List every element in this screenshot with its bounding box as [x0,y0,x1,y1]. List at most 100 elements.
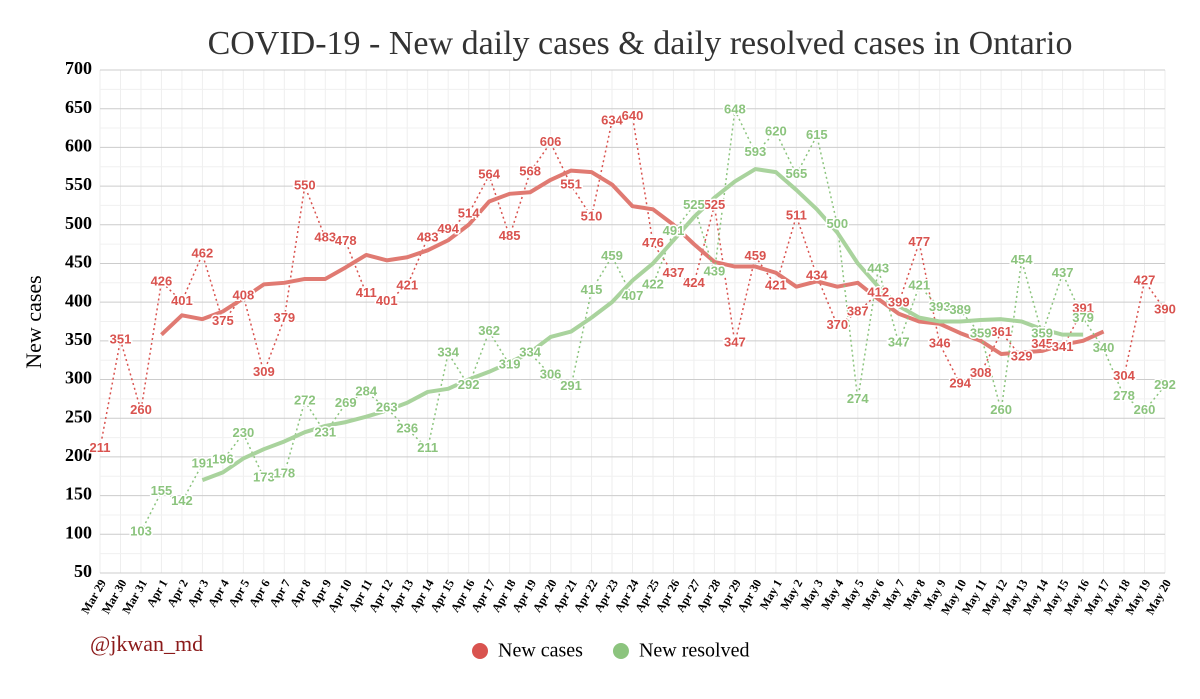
legend-swatch [612,643,629,659]
data-label: 390 [1154,301,1176,316]
data-label: 485 [499,228,521,243]
data-label: 142 [171,493,193,508]
y-tick-label: 250 [65,406,92,426]
data-label: 459 [745,248,767,263]
y-tick-label: 700 [65,58,92,78]
data-label: 462 [192,246,214,261]
data-label: 359 [1031,325,1053,340]
y-axis-label: New cases [21,275,46,368]
y-tick-label: 450 [65,252,92,272]
y-tick-label: 200 [65,445,92,465]
data-label: 401 [376,293,398,308]
trend-line [160,168,1105,357]
data-label: 434 [806,267,828,282]
data-label: 525 [704,197,726,212]
data-label: 278 [1113,388,1135,403]
data-label: 329 [1011,349,1033,364]
data-label: 606 [540,134,562,149]
data-label: 274 [847,391,869,406]
data-label: 514 [458,205,480,220]
data-label: 173 [253,469,275,484]
data-label: 494 [437,221,459,236]
data-label: 379 [1072,310,1094,325]
data-label: 426 [151,273,173,288]
data-label: 361 [990,324,1012,339]
data-label: 564 [478,167,500,182]
data-label: 648 [724,102,746,117]
data-label: 334 [519,345,541,360]
data-label: 155 [151,483,173,498]
data-label: 401 [171,293,193,308]
data-label: 454 [1011,252,1033,267]
data-label: 393 [929,299,951,314]
data-label: 408 [233,287,255,302]
data-label: 525 [683,197,705,212]
data-label: 340 [1093,340,1115,355]
data-label: 437 [1052,265,1074,280]
data-label: 568 [519,164,541,179]
y-tick-label: 550 [65,174,92,194]
data-label: 304 [1113,368,1135,383]
data-label: 291 [560,378,582,393]
y-tick-label: 350 [65,329,92,349]
data-label: 236 [396,421,418,436]
data-label: 424 [683,275,705,290]
data-label: 230 [233,425,255,440]
data-label: 391 [1072,301,1094,316]
data-label: 620 [765,123,787,138]
data-label: 415 [581,282,603,297]
y-tick-label: 400 [65,290,92,310]
data-label: 309 [253,364,275,379]
y-tick-label: 500 [65,213,92,233]
data-label: 260 [1134,402,1156,417]
y-tick-label: 300 [65,368,92,388]
data-label: 292 [1154,377,1176,392]
data-label: 511 [786,208,807,223]
data-label: 389 [949,302,971,317]
data-label: 211 [90,440,111,455]
data-label: 308 [970,365,992,380]
data-label: 231 [314,424,336,439]
data-label: 375 [212,313,234,328]
data-label: 341 [1052,339,1074,354]
data-label: 211 [417,440,438,455]
data-label: 615 [806,127,828,142]
data-label: 260 [990,402,1012,417]
data-label: 284 [355,383,377,398]
data-label: 347 [724,335,746,350]
data-label: 550 [294,178,316,193]
data-label: 103 [130,523,152,538]
data-label: 345 [1031,336,1053,351]
data-label: 411 [356,285,377,300]
y-tick-label: 150 [65,484,92,504]
data-label: 565 [785,166,807,181]
data-label: 476 [642,235,664,250]
y-tick-label: 600 [65,136,92,156]
data-label: 443 [867,260,889,275]
data-label: 439 [704,263,726,278]
series-line [99,115,1166,449]
data-label: 634 [601,113,623,128]
data-label: 421 [765,277,787,292]
legend-label: New cases [498,640,583,662]
data-label: 387 [847,304,869,319]
data-label: 437 [663,265,685,280]
data-label: 510 [581,208,603,223]
data-label: 178 [273,465,295,480]
y-tick-label: 100 [65,522,92,542]
data-label: 334 [437,345,459,360]
data-label: 478 [335,233,357,248]
legend-swatch [472,643,488,659]
data-label: 263 [376,400,398,415]
data-label: 483 [417,229,439,244]
data-label: 294 [949,376,971,391]
trend-line [201,167,1084,483]
data-label: 370 [826,317,848,332]
data-label: 459 [601,248,623,263]
y-tick-label: 650 [65,97,92,117]
data-label: 306 [540,366,562,381]
data-label: 399 [888,294,910,309]
data-label: 640 [622,108,644,123]
data-label: 407 [622,288,644,303]
